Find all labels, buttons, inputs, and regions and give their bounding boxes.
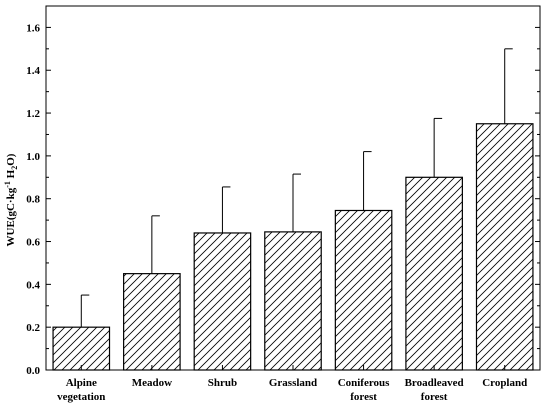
bar bbox=[475, 123, 534, 371]
y-tick-label: 0.0 bbox=[26, 365, 40, 377]
ylabel-tail: O) bbox=[5, 153, 17, 166]
y-tick-label: 0.4 bbox=[26, 279, 40, 291]
ylabel-subscript: 2 bbox=[10, 166, 19, 170]
x-category-label: forest bbox=[421, 391, 448, 403]
bar bbox=[123, 273, 181, 371]
x-category-label: Broadleaved bbox=[405, 377, 464, 389]
y-tick-label: 1.6 bbox=[26, 22, 40, 34]
y-tick-label: 1.0 bbox=[26, 151, 40, 163]
x-category-label: Alpine bbox=[66, 377, 97, 389]
y-tick-label: 1.2 bbox=[26, 108, 40, 120]
ylabel-unit1: kg bbox=[5, 187, 17, 199]
ylabel-unit2: H bbox=[5, 169, 17, 178]
x-category-label: Grassland bbox=[269, 377, 317, 389]
ylabel-superscript: -1 bbox=[3, 181, 12, 188]
ylabel-dot: · bbox=[5, 199, 17, 203]
y-axis-label: WUE(gC·kg-1 H2O) bbox=[3, 153, 19, 246]
bar bbox=[264, 231, 322, 371]
bar bbox=[52, 326, 111, 371]
ylabel-base: WUE(gC bbox=[5, 203, 17, 246]
x-category-label: Coniferous bbox=[338, 377, 390, 389]
bar bbox=[334, 209, 393, 371]
y-tick-label: 1.4 bbox=[26, 65, 40, 77]
x-category-label: forest bbox=[350, 391, 377, 403]
y-tick-label: 0.8 bbox=[26, 194, 40, 206]
y-tick-label: 0.2 bbox=[26, 322, 40, 334]
bar bbox=[405, 176, 463, 371]
x-category-label: Meadow bbox=[132, 377, 172, 389]
x-category-label: Shrub bbox=[208, 377, 237, 389]
y-tick-label: 0.6 bbox=[26, 237, 40, 249]
bar bbox=[193, 232, 252, 371]
x-category-label: Cropland bbox=[482, 377, 527, 389]
x-category-label: vegetation bbox=[57, 391, 105, 403]
